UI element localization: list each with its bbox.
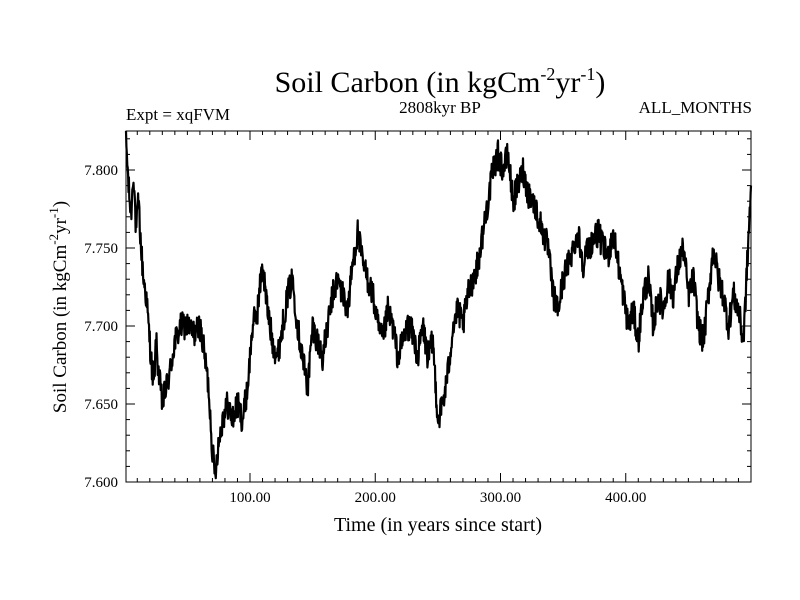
- x-tick-label: 100.00: [229, 490, 270, 506]
- x-axis-label: Time (in years since start): [334, 514, 542, 536]
- soil-carbon-series-line: [124, 130, 753, 480]
- subtitle-center: 2808kyr BP: [399, 98, 481, 117]
- chart-title: Soil Carbon (in kgCm-2yr-1): [275, 64, 606, 99]
- y-tick-label: 7.750: [84, 241, 118, 257]
- subtitle-right: ALL_MONTHS: [639, 98, 752, 117]
- y-tick-label: 7.800: [84, 163, 118, 179]
- subtitle-left: Expt = xqFVM: [126, 105, 230, 124]
- x-tick-label: 400.00: [605, 490, 646, 506]
- y-tick-label: 7.650: [84, 397, 118, 413]
- y-tick-label: 7.600: [84, 475, 118, 491]
- x-tick-label: 200.00: [355, 490, 396, 506]
- plot-frame: [125, 130, 752, 483]
- y-axis-label: Soil Carbon (in kgCm-2yr-1): [46, 201, 71, 413]
- x-tick-label: 300.00: [480, 490, 521, 506]
- x-axis-ticks: 100.00 200.00 300.00 400.00: [136, 131, 739, 506]
- y-tick-label: 7.700: [84, 319, 118, 335]
